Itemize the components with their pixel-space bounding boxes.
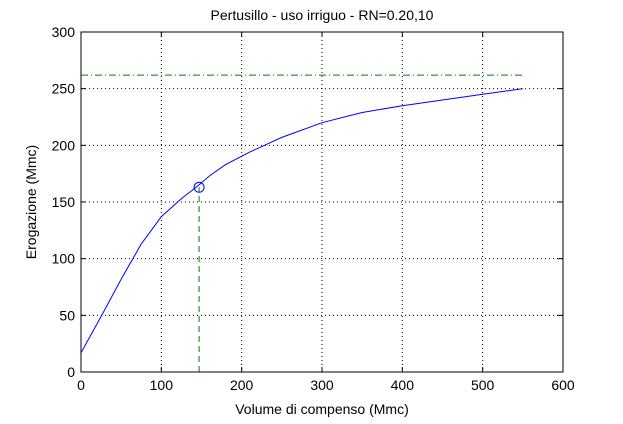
y-tick-label: 0	[67, 364, 75, 380]
ticks: 0 100 200 300 400 500 600 0 50 100 150 200 250 300	[52, 24, 575, 393]
x-tick-label: 500	[471, 377, 495, 393]
y-tick-label: 250	[52, 81, 76, 97]
operating-point-marker	[193, 181, 205, 193]
y-tick-label: 100	[52, 251, 76, 267]
x-tick-label: 200	[230, 377, 254, 393]
y-tick-label: 50	[59, 307, 75, 323]
x-tick-label: 100	[150, 377, 174, 393]
chart-title: Pertusillo - uso irriguo - RN=0.20,10	[211, 7, 434, 23]
y-tick-label: 150	[52, 194, 76, 210]
x-tick-label: 400	[391, 377, 415, 393]
y-axis-label: Erogazione (Mmc)	[23, 145, 39, 259]
reference-lines	[81, 74, 523, 372]
x-tick-label: 0	[77, 377, 85, 393]
y-tick-label: 200	[52, 137, 76, 153]
data-series	[80, 88, 523, 353]
grid	[81, 32, 563, 372]
y-tick-label: 300	[52, 24, 76, 40]
x-tick-label: 600	[551, 377, 575, 393]
x-tick-label: 300	[310, 377, 334, 393]
series-line	[80, 88, 523, 353]
x-axis-label: Volume di compenso (Mmc)	[235, 401, 409, 417]
